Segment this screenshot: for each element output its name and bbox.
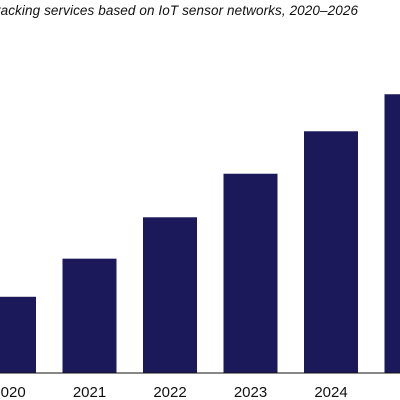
x-tick-label-2021: 2021 bbox=[73, 384, 106, 400]
bar-2020 bbox=[0, 296, 36, 373]
bar-2022 bbox=[143, 217, 197, 373]
x-tick-label-2020: 2020 bbox=[0, 384, 26, 400]
bars-layer bbox=[0, 94, 400, 373]
x-tick-label-2022: 2022 bbox=[153, 384, 186, 400]
bar-2021 bbox=[62, 258, 117, 373]
x-tick-labels: 202020212022202320242 bbox=[0, 384, 348, 400]
bar-2 bbox=[384, 94, 400, 373]
x-tick-label-2024: 2024 bbox=[314, 384, 347, 400]
chart-title: racking services based on IoT sensor net… bbox=[0, 3, 359, 18]
bar-2023 bbox=[223, 173, 278, 373]
x-tick-label-2023: 2023 bbox=[234, 384, 267, 400]
bar-2024 bbox=[304, 131, 358, 373]
